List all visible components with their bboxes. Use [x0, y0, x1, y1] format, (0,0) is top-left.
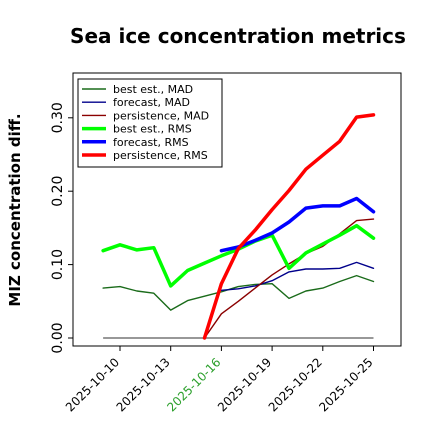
- series-line-3: [203, 218, 375, 339]
- legend-box: [77, 78, 223, 168]
- series-line-1: [102, 274, 375, 311]
- y-tick-label: 0.00: [50, 322, 66, 353]
- y-tick-label: 0.30: [50, 102, 66, 133]
- series-lines: [101, 113, 376, 340]
- legend-label: persistence, RMS: [113, 149, 208, 162]
- y-tick-label: 0.20: [50, 176, 66, 207]
- chart-title: Sea ice concentration metrics: [70, 24, 406, 48]
- y-tick-label: 0.10: [50, 249, 66, 280]
- series-line-6: [202, 113, 376, 340]
- legend-label: best est., RMS: [113, 123, 192, 136]
- x-tick-label: 2025-10-25: [316, 355, 375, 414]
- legend-label: forecast, MAD: [113, 96, 190, 109]
- legend-label: forecast, RMS: [113, 136, 189, 149]
- series-line-2: [220, 261, 375, 291]
- plot-area-frame: [72, 72, 402, 347]
- legend-label: best est., MAD: [113, 83, 193, 96]
- y-axis: 0.00 0.10 0.20 0.30: [50, 102, 73, 354]
- legend-label: persistence, MAD: [113, 109, 209, 122]
- series-line-5: [219, 196, 376, 253]
- y-axis-label: MIZ concentration diff.: [6, 113, 24, 306]
- series-line-4: [101, 223, 376, 288]
- x-axis: 2025-10-102025-10-132025-10-162025-10-19…: [63, 346, 376, 414]
